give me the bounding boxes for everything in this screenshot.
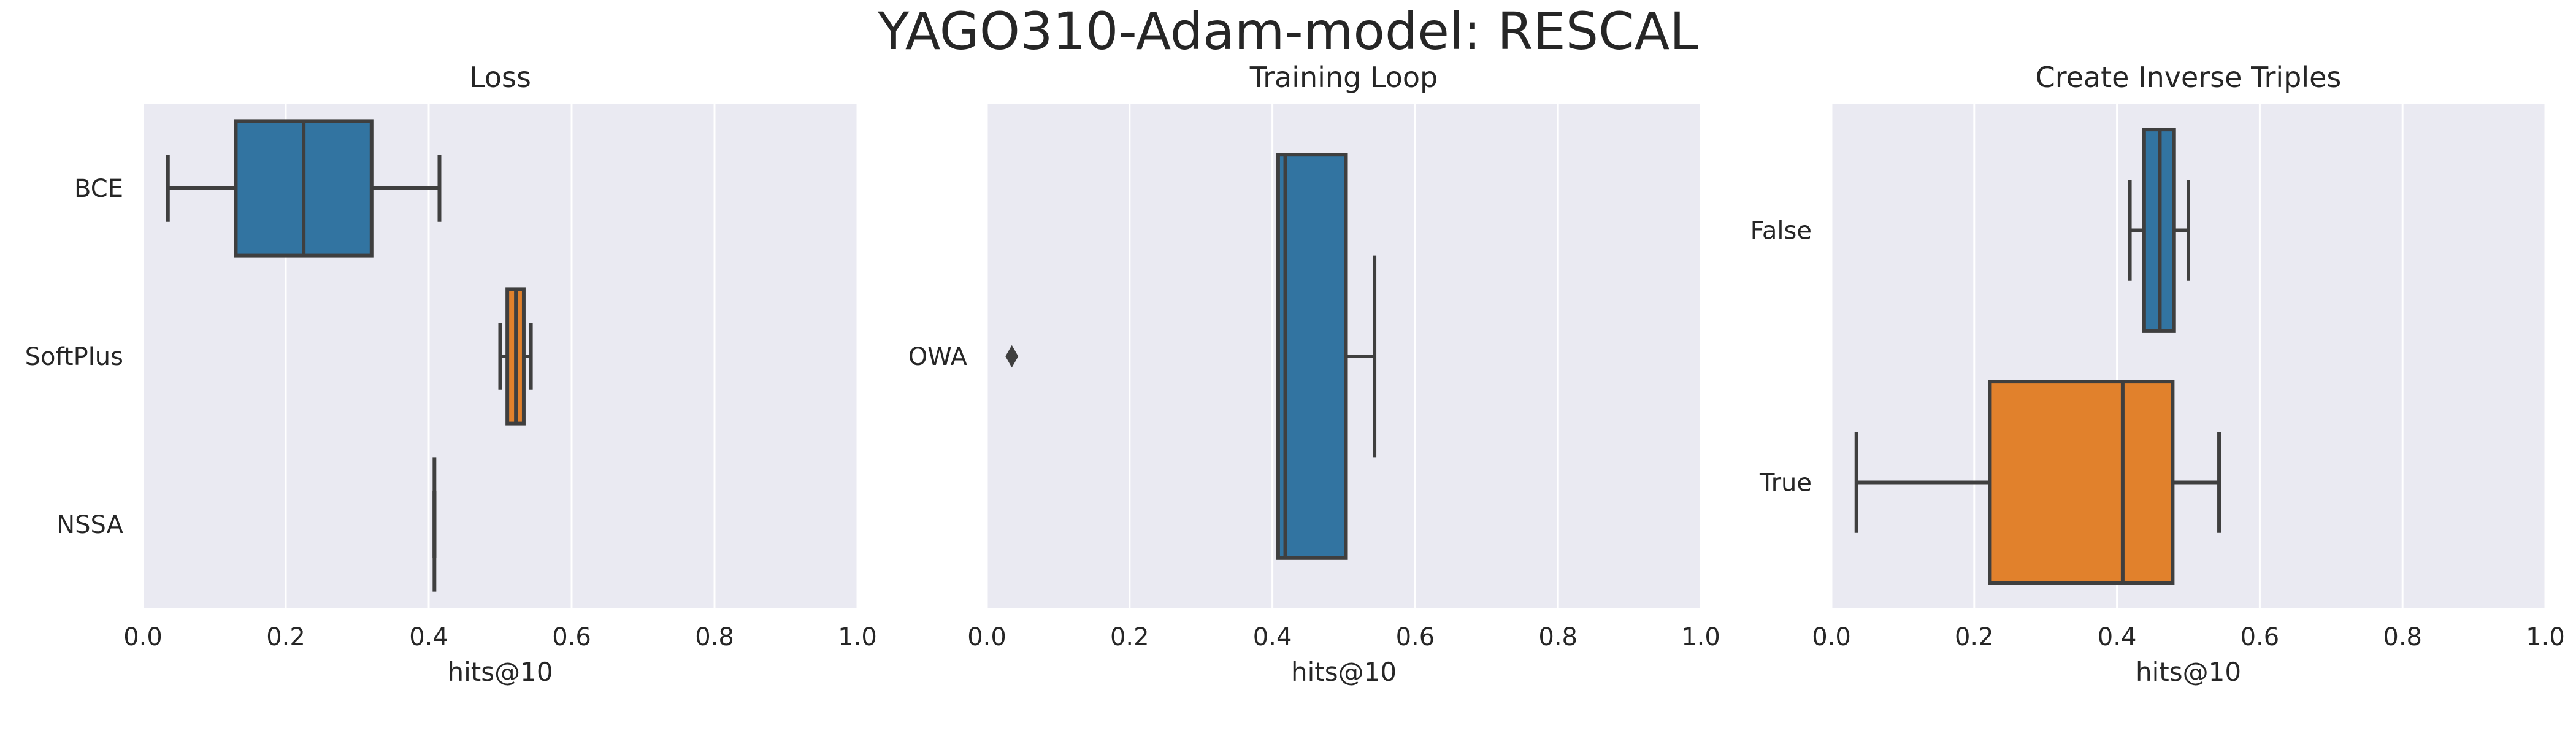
- x-tick-label: 1.0: [1681, 623, 1720, 651]
- y-tick-label: BCE: [74, 175, 123, 203]
- box-BCE: BCE: [74, 119, 442, 258]
- box-OWA: OWA: [908, 153, 1377, 560]
- x-axis-label: hits@10: [447, 657, 553, 687]
- x-tick-label: 1.0: [838, 623, 877, 651]
- box-False: False: [1750, 128, 2190, 333]
- x-tick-label: 0.2: [1110, 623, 1149, 651]
- subplot-2: 0.0 0.2 0.4 0.6 0.8 1.0 hits@10 Create Inverse …: [1750, 61, 2565, 687]
- x-axis-label: hits@10: [1291, 657, 1397, 687]
- box-SoftPlus: SoftPlus: [25, 287, 533, 426]
- x-tick-label: 1.0: [2526, 623, 2565, 651]
- x-tick-label: 0.4: [2098, 623, 2137, 651]
- subplot-title: Loss: [469, 61, 531, 94]
- y-tick-label: SoftPlus: [25, 343, 123, 371]
- y-tick-label: NSSA: [56, 511, 123, 539]
- x-tick-label: 0.0: [967, 623, 1006, 651]
- subplot-title: Create Inverse Triples: [2036, 61, 2342, 94]
- x-tick-label: 0.6: [552, 623, 591, 651]
- y-tick-label: False: [1750, 217, 1812, 245]
- x-axis-label: hits@10: [2136, 657, 2241, 687]
- box-True: True: [1759, 380, 2221, 585]
- box-NSSA: NSSA: [56, 457, 437, 592]
- x-tick-label: 0.6: [1396, 623, 1435, 651]
- x-tick-label: 0.4: [1253, 623, 1292, 651]
- x-tick-label: 0.0: [123, 623, 163, 651]
- x-tick-label: 0.6: [2241, 623, 2280, 651]
- y-tick-label: OWA: [908, 343, 968, 371]
- box-iqr: [1988, 380, 2175, 585]
- x-tick-label: 0.8: [695, 623, 734, 651]
- x-tick-label: 0.2: [266, 623, 305, 651]
- outlier-point: [1005, 345, 1019, 368]
- subplots: 0.0 0.2 0.4 0.6 0.8 1.0 hits@10 Loss BCE SoftPlus…: [25, 61, 2565, 687]
- x-tick-label: 0.2: [1955, 623, 1994, 651]
- subplot-1: 0.0 0.2 0.4 0.6 0.8 1.0 hits@10 Training Loop OW…: [908, 61, 1720, 687]
- box-iqr: [1276, 153, 1348, 560]
- y-tick-label: True: [1759, 469, 1812, 497]
- x-tick-label: 0.0: [1812, 623, 1851, 651]
- x-tick-label: 0.4: [409, 623, 448, 651]
- subplot-title: Training Loop: [1249, 61, 1438, 94]
- x-tick-label: 0.8: [1538, 623, 1577, 651]
- x-tick-label: 0.8: [2383, 623, 2422, 651]
- subplot-0: 0.0 0.2 0.4 0.6 0.8 1.0 hits@10 Loss BCE SoftPlus…: [25, 61, 877, 687]
- figure-title: YAGO310-Adam-model: RESCAL: [877, 1, 1698, 61]
